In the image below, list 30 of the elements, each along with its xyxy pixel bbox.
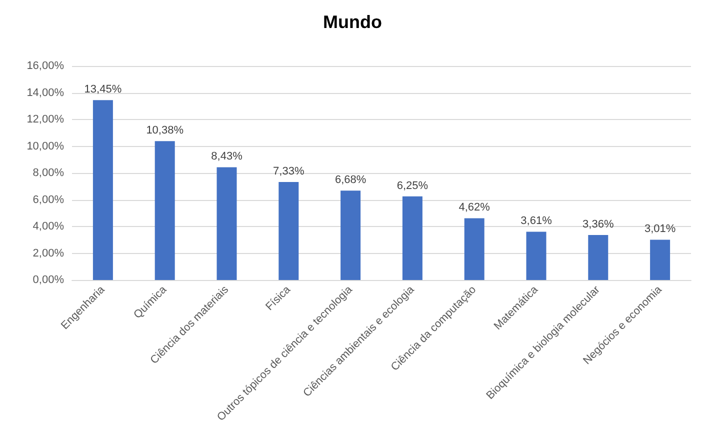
- bar: [402, 196, 422, 280]
- data-label: 6,68%: [334, 174, 366, 186]
- chart-title: Mundo: [323, 12, 382, 32]
- bar: [340, 190, 361, 280]
- y-tick-label: 6,00%: [32, 194, 64, 206]
- data-label: 6,25%: [396, 180, 428, 192]
- data-label: 13,45%: [84, 84, 122, 96]
- y-tick-label: 0,00%: [32, 274, 64, 286]
- y-tick-label: 14,00%: [26, 86, 64, 99]
- data-label: 3,01%: [644, 223, 676, 236]
- y-tick-label: 16,00%: [26, 60, 64, 72]
- bar: [92, 100, 113, 280]
- y-tick-label: 8,00%: [32, 167, 64, 179]
- y-tick-label: 12,00%: [26, 114, 64, 126]
- data-label: 8,43%: [211, 150, 243, 163]
- y-tick-label: 4,00%: [32, 220, 64, 232]
- data-label: 3,36%: [582, 218, 614, 231]
- bar: [154, 141, 175, 280]
- bar: [216, 167, 237, 280]
- data-label: 3,61%: [520, 215, 552, 228]
- y-tick-label: 2,00%: [32, 247, 64, 260]
- bar: [588, 235, 608, 280]
- bar: [650, 240, 670, 280]
- data-label: 4,62%: [458, 202, 490, 214]
- data-label: 7,33%: [273, 165, 304, 178]
- data-label: 10,38%: [146, 124, 184, 137]
- bar: [278, 182, 299, 280]
- bar: [464, 218, 484, 280]
- y-tick-label: 10,00%: [26, 140, 64, 152]
- bar: [526, 232, 546, 280]
